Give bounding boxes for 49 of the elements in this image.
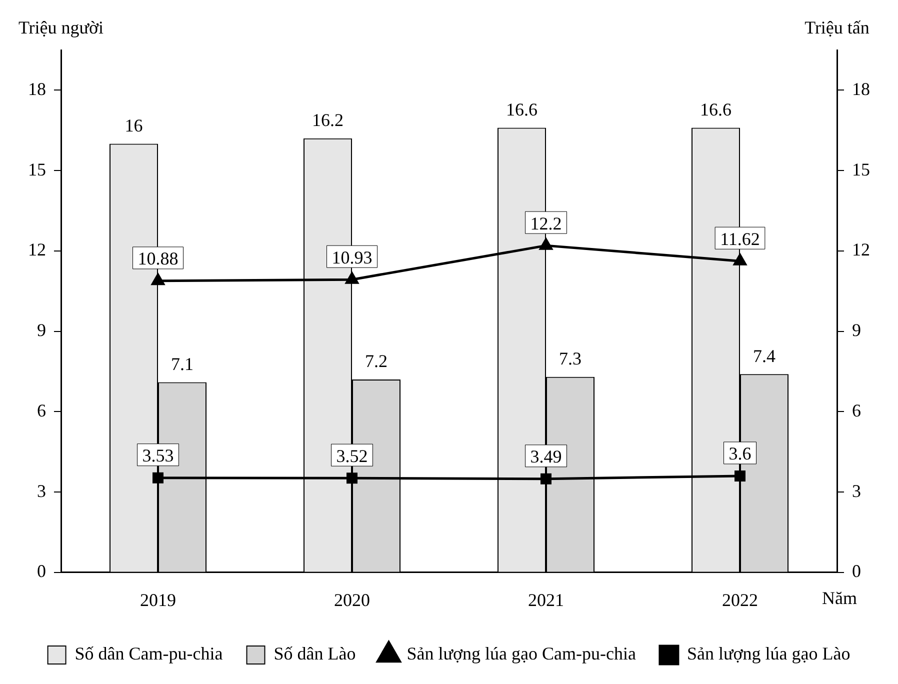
y-tick-label: 18 xyxy=(28,78,46,99)
y-tick-label: 3 xyxy=(37,480,46,501)
point xyxy=(346,272,358,284)
data-label: 16.6 xyxy=(506,99,538,120)
y-axis-title: Triệu người xyxy=(18,18,104,38)
y-tick-label: 0 xyxy=(37,561,46,582)
y2-axis-title: Triệu tấn xyxy=(804,18,870,38)
legend-label: Sản lượng lúa gạo Cam-pu-chia xyxy=(406,644,636,664)
point xyxy=(540,473,552,484)
data-label: 7.1 xyxy=(171,354,194,374)
data-label: 16 xyxy=(124,116,143,136)
x-tick-label: 2022 xyxy=(722,590,758,610)
data-label: 3.49 xyxy=(530,446,562,467)
data-label: 3.52 xyxy=(336,446,368,466)
point xyxy=(152,274,164,286)
data-label: 12.2 xyxy=(530,213,562,234)
data-label: 10.88 xyxy=(138,248,178,269)
y2-tick-label: 6 xyxy=(852,400,861,420)
data-label: 7.2 xyxy=(365,351,388,372)
y-tick-label: 12 xyxy=(28,240,46,260)
legend-label: Sản lượng lúa gạo Lào xyxy=(686,644,850,664)
y2-tick-label: 3 xyxy=(852,480,861,501)
data-label: 16.6 xyxy=(700,99,732,120)
y2-tick-label: 9 xyxy=(852,320,861,340)
data-label: 16.2 xyxy=(312,110,344,130)
legend-label: Số dân Lào xyxy=(274,644,356,664)
x-tick-label: 2020 xyxy=(334,590,370,610)
x-axis-title: Năm xyxy=(822,588,857,608)
x-tick-label: 2021 xyxy=(528,590,564,610)
y-tick-label: 15 xyxy=(28,159,46,180)
point xyxy=(540,238,552,250)
point xyxy=(152,472,164,484)
point xyxy=(346,472,358,484)
point xyxy=(734,470,746,482)
point xyxy=(734,254,746,266)
y2-tick-label: 15 xyxy=(852,159,870,180)
legend-label: Số dân Cam-pu-chia xyxy=(74,644,223,664)
data-label: 7.4 xyxy=(753,346,776,366)
data-label: 3.53 xyxy=(142,446,174,466)
x-tick-label: 2019 xyxy=(140,590,176,610)
y-tick-label: 9 xyxy=(37,320,46,340)
data-label: 11.62 xyxy=(720,228,760,249)
data-label: 3.6 xyxy=(728,444,752,464)
y-tick-label: 6 xyxy=(37,400,46,420)
data-label: 7.3 xyxy=(559,348,582,369)
y2-tick-label: 0 xyxy=(852,561,861,582)
data-label: 10.93 xyxy=(332,247,372,268)
y2-tick-label: 18 xyxy=(852,78,870,99)
y2-tick-label: 12 xyxy=(852,240,870,260)
